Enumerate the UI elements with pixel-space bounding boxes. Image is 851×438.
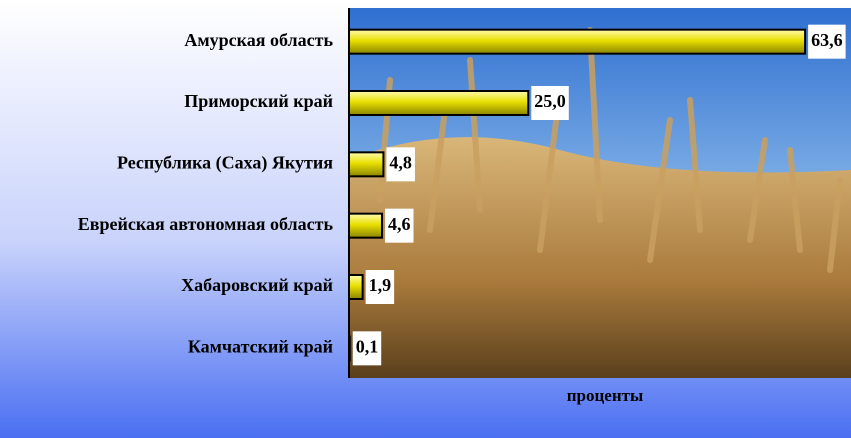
value-label: 1,9 — [369, 275, 392, 295]
value-label: 25,0 — [534, 91, 566, 111]
category-label: Амурская область — [184, 30, 333, 50]
bar — [348, 90, 530, 116]
category-label: Хабаровский край — [181, 275, 333, 295]
value-label-box — [808, 24, 846, 59]
bar — [348, 274, 364, 300]
category-label: Приморский край — [184, 91, 333, 111]
category-label: Камчатский край — [188, 336, 333, 356]
x-axis-title: проценты — [567, 386, 644, 405]
value-label: 0,1 — [356, 336, 379, 356]
value-label: 63,6 — [811, 30, 843, 50]
bar — [348, 151, 385, 178]
value-label: 4,6 — [388, 214, 411, 234]
value-label-box — [365, 270, 395, 304]
value-label-box — [384, 208, 414, 243]
value-label-box — [352, 331, 382, 366]
wheat-photo — [349, 8, 851, 378]
bar — [348, 335, 351, 362]
value-label-box — [386, 147, 415, 182]
category-label: Еврейская автономная область — [78, 214, 334, 234]
bar — [348, 212, 383, 239]
value-label: 4,8 — [389, 152, 412, 172]
category-label: Республика (Саха) Якутия — [117, 152, 333, 173]
bar — [348, 28, 807, 55]
value-label-box — [531, 86, 569, 120]
